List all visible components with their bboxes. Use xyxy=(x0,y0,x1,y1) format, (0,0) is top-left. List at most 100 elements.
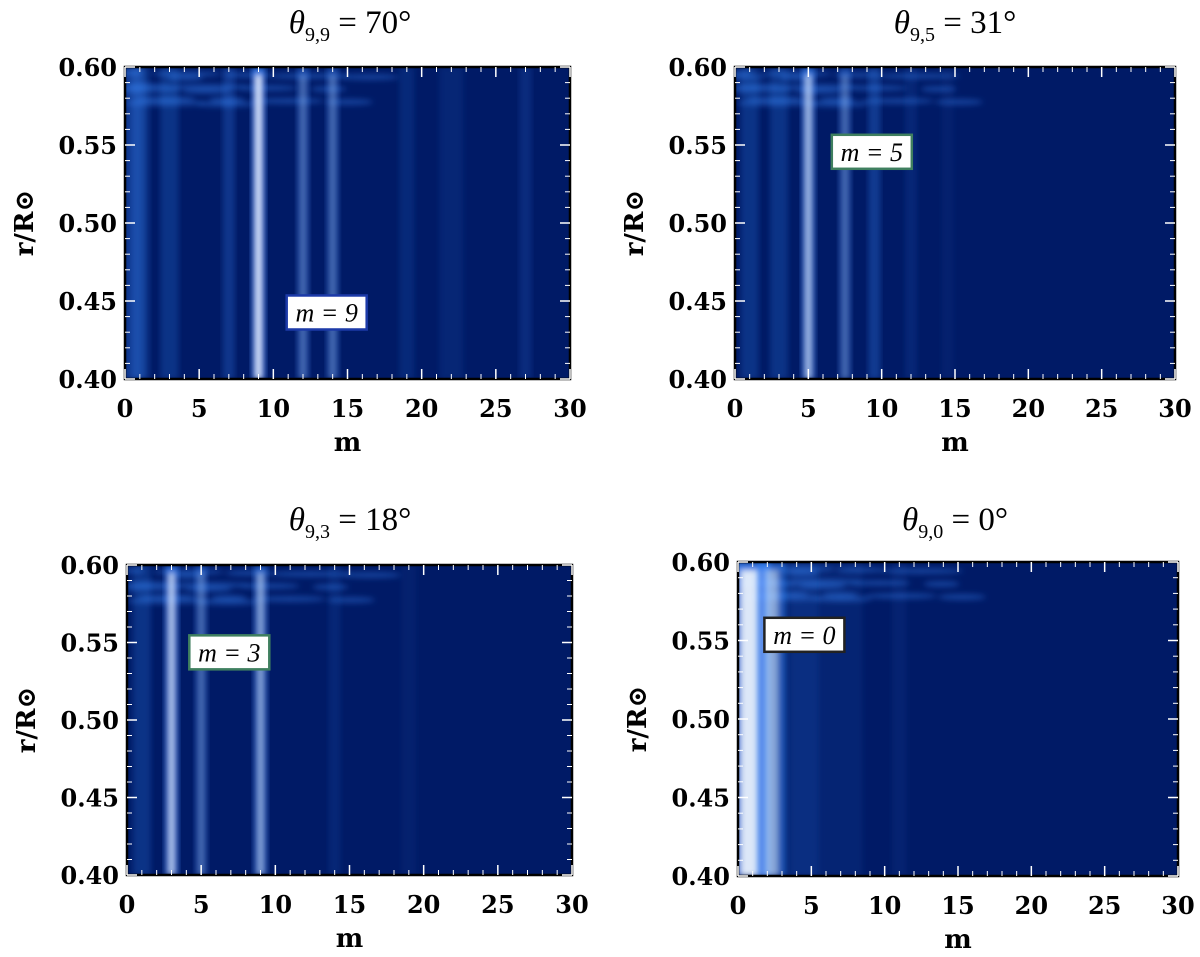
y-axis-label: r/R⊙ xyxy=(10,190,40,257)
mode-band-m4.5 xyxy=(789,562,819,876)
mode-annotation: m = 3 xyxy=(188,634,271,671)
y-axis: 0.40 0.45 0.50 0.55 0.60 xyxy=(61,551,572,890)
mode-band-m9 xyxy=(253,565,268,875)
heatmap-panel-4: 0 5 10 15 20 25 30 m 0.40 0.45 0.50 0.55 0.60 r/R⊙ θ9,… xyxy=(623,502,1195,955)
svg-text:m = 5: m = 5 xyxy=(841,138,903,167)
x-tick-label: 0 xyxy=(117,394,134,423)
panel-title: θ9,3 = 18° xyxy=(289,502,412,543)
x-tick-label: 0 xyxy=(730,891,747,920)
mode-band-m5 xyxy=(801,67,815,379)
y-tick-label: 0.50 xyxy=(672,705,730,734)
mode-annotation: m = 5 xyxy=(830,133,914,171)
mode-band-m12 xyxy=(297,67,309,379)
x-tick-label: 20 xyxy=(1015,891,1048,920)
x-tick-label: 15 xyxy=(938,394,971,423)
heatmap-background xyxy=(125,67,570,379)
x-tick-label: 25 xyxy=(1088,891,1121,920)
mode-band-m14 xyxy=(328,565,341,875)
mode-band-m12 xyxy=(905,67,917,379)
y-axis: 0.40 0.45 0.50 0.55 0.60 xyxy=(672,548,1178,891)
mode-band-m7.5 xyxy=(839,67,851,379)
y-tick-label: 0.55 xyxy=(672,627,730,656)
x-tick-label: 10 xyxy=(865,394,898,423)
y-tick-label: 0.60 xyxy=(669,53,727,82)
heatmap-background xyxy=(735,67,1175,379)
y-tick-label: 0.40 xyxy=(61,861,119,890)
mode-band-m27 xyxy=(519,67,532,379)
mode-band-m1 xyxy=(130,67,149,379)
svg-text:m = 0: m = 0 xyxy=(773,621,835,650)
x-tick-label: 10 xyxy=(257,394,290,423)
x-axis-label: m xyxy=(941,428,969,458)
x-tick-label: 25 xyxy=(481,890,514,919)
y-tick-label: 0.60 xyxy=(61,551,119,580)
svg-text:m = 9: m = 9 xyxy=(296,298,358,327)
mode-annotation: m = 9 xyxy=(285,294,368,331)
x-axis: 0 5 10 15 20 25 30 xyxy=(730,562,1195,920)
mode-band-m3 xyxy=(160,67,179,379)
y-tick-label: 0.45 xyxy=(669,287,727,316)
mode-band-m14.5 xyxy=(941,67,954,379)
x-tick-label: 25 xyxy=(1085,394,1118,423)
x-tick-label: 15 xyxy=(333,890,366,919)
heatmap-panel-1: 0 5 10 15 20 25 30 m 0.40 0.45 0.50 0.55 0.60 r/R⊙ θ9,… xyxy=(10,5,587,458)
mode-band-m9 xyxy=(251,67,266,379)
x-tick-label: 20 xyxy=(1012,394,1045,423)
x-axis: 0 5 10 15 20 25 30 xyxy=(119,565,589,919)
mode-band-m3 xyxy=(164,565,179,875)
mode-band-m1 xyxy=(132,565,151,875)
mode-band-m9.5 xyxy=(868,67,881,379)
y-tick-label: 0.45 xyxy=(672,784,730,813)
y-tick-label: 0.55 xyxy=(59,131,117,160)
heatmap-panel-3: 0 5 10 15 20 25 30 m 0.40 0.45 0.50 0.55 0.60 r/R⊙ θ9,… xyxy=(12,502,589,954)
x-tick-label: 30 xyxy=(1158,394,1191,423)
x-axis: 0 5 10 15 20 25 30 xyxy=(727,67,1192,423)
y-tick-label: 0.50 xyxy=(59,209,117,238)
x-tick-label: 10 xyxy=(868,891,901,920)
panel-title: θ9,0 = 0° xyxy=(902,502,1008,543)
x-tick-label: 15 xyxy=(941,891,974,920)
y-axis: 0.40 0.45 0.50 0.55 0.60 xyxy=(59,53,570,394)
y-tick-label: 0.40 xyxy=(669,365,727,394)
x-tick-label: 5 xyxy=(193,890,210,919)
x-axis: 0 5 10 15 20 25 30 xyxy=(117,67,587,423)
x-tick-label: 10 xyxy=(259,890,292,919)
x-axis-label: m xyxy=(336,924,364,954)
x-tick-label: 5 xyxy=(803,891,820,920)
heatmap-panel-2: 0 5 10 15 20 25 30 m 0.40 0.45 0.50 0.55 0.60 r/R⊙ θ9,… xyxy=(620,5,1192,458)
y-tick-label: 0.50 xyxy=(61,706,119,735)
y-tick-label: 0.45 xyxy=(61,784,119,813)
y-tick-label: 0.60 xyxy=(59,53,117,82)
x-tick-label: 0 xyxy=(727,394,744,423)
mode-band-m5 xyxy=(195,565,208,875)
y-tick-label: 0.55 xyxy=(61,629,119,658)
x-tick-label: 20 xyxy=(405,394,438,423)
x-tick-label: 15 xyxy=(331,394,364,423)
x-axis-label: m xyxy=(334,428,362,458)
mode-band-m3 xyxy=(770,67,788,379)
mode-band-m19 xyxy=(401,565,417,875)
y-axis-label: r/R⊙ xyxy=(623,686,653,753)
panel-title: θ9,5 = 31° xyxy=(894,5,1017,46)
x-tick-label: 30 xyxy=(1161,891,1194,920)
y-tick-label: 0.40 xyxy=(672,862,730,891)
heatmap-background xyxy=(127,565,572,875)
mode-band-m22 xyxy=(439,67,464,379)
x-axis-label: m xyxy=(944,925,972,955)
mode-band-m19 xyxy=(399,67,415,379)
y-tick-label: 0.50 xyxy=(669,209,727,238)
mode-band-m11 xyxy=(892,562,907,876)
mode-band-m14 xyxy=(326,67,339,379)
x-tick-label: 20 xyxy=(407,890,440,919)
x-tick-label: 30 xyxy=(555,890,588,919)
y-tick-label: 0.40 xyxy=(59,365,117,394)
y-tick-label: 0.45 xyxy=(59,287,117,316)
mode-band-m1 xyxy=(740,67,759,379)
x-tick-label: 25 xyxy=(479,394,512,423)
x-tick-label: 5 xyxy=(191,394,208,423)
y-axis-label: r/R⊙ xyxy=(620,190,650,257)
y-axis: 0.40 0.45 0.50 0.55 0.60 xyxy=(669,53,1175,394)
mode-band-m2.3 xyxy=(757,562,787,876)
y-tick-label: 0.60 xyxy=(672,548,730,577)
